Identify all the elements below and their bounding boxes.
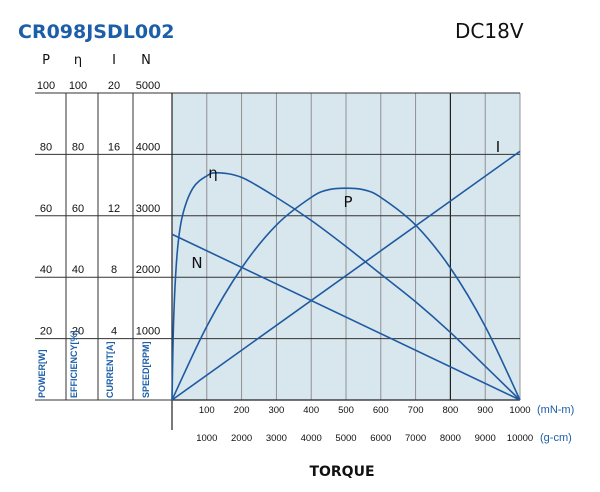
y-tick-label: 8 [111, 264, 117, 276]
y-tick-label: 4000 [136, 141, 160, 153]
series-line-power [171, 187, 521, 401]
x-tick-gcm: 7000 [405, 433, 426, 444]
axis-symbol: I [112, 53, 116, 68]
y-tick-label: 80 [40, 141, 52, 153]
series-line-eta [171, 171, 521, 401]
x-tick-gcm: 2000 [231, 433, 252, 444]
y-tick-label: 100 [37, 80, 55, 92]
axis-unit-label: CURRENT[A] [105, 342, 115, 399]
axis-symbol: η [74, 53, 82, 68]
x-tick-gcm: 3000 [266, 433, 287, 444]
x-tick-gcm: 10000 [507, 433, 533, 444]
y-tick-label: 5000 [136, 80, 160, 92]
series-line-speed [171, 233, 521, 401]
y-tick-label: 3000 [136, 203, 160, 215]
y-tick-label: 2000 [136, 264, 160, 276]
x-tick-mnm: 200 [234, 405, 250, 416]
y-tick-label: 80 [72, 141, 84, 153]
series-label: η [208, 164, 218, 182]
y-tick-label: 12 [108, 203, 120, 215]
series-label: N [191, 254, 202, 272]
model-title: CR098JSDL002 [18, 21, 175, 43]
grid [35, 92, 521, 430]
series-label: P [343, 193, 352, 211]
axis-symbol: P [42, 53, 50, 68]
x-tick-mnm: 500 [338, 405, 354, 416]
y-tick-label: 16 [108, 141, 120, 153]
axis-unit-label: POWER[W] [37, 350, 47, 399]
x-tick-mnm: 700 [408, 405, 424, 416]
x-tick-gcm: 1000 [196, 433, 217, 444]
y-tick-label: 20 [40, 326, 52, 338]
x-tick-mnm: 1000 [509, 405, 530, 416]
x-tick-gcm: 8000 [440, 433, 461, 444]
axis-symbol: N [141, 53, 151, 68]
x-tick-mnm: 800 [442, 405, 458, 416]
x-axis-ticks: 100 200 300 400 500 600 700 800 900 1000 1000 2000 3… [196, 405, 533, 444]
y-tick-label: 4 [111, 326, 117, 338]
x-tick-mnm: 900 [477, 405, 493, 416]
y-tick-label: 40 [72, 264, 84, 276]
x-tick-mnm: 600 [373, 405, 389, 416]
x-tick-gcm: 4000 [301, 433, 322, 444]
y-tick-label: 40 [40, 264, 52, 276]
curves: η P I N [171, 138, 521, 401]
x-tick-gcm: 5000 [335, 433, 356, 444]
axis-unit-label: EFFICIENCY[%] [69, 330, 79, 398]
y-tick-label: 100 [69, 80, 87, 92]
y-tick-label: 20 [108, 80, 120, 92]
x-unit-mnm: (mN-m) [537, 404, 574, 416]
y-tick-label: 20 [72, 326, 84, 338]
y-tick-label: 60 [40, 203, 52, 215]
x-tick-gcm: 6000 [370, 433, 391, 444]
x-tick-mnm: 300 [268, 405, 284, 416]
left-axis-panel: P 20 40 60 80 100 POWER[W] η 20 40 60 80 100 EFFICIEN… [35, 53, 172, 401]
axis-unit-label: SPEED[RPM] [141, 341, 151, 398]
y-tick-label: 60 [72, 203, 84, 215]
voltage-label: DC18V [455, 19, 524, 43]
series-line-current [171, 150, 521, 401]
x-tick-gcm: 9000 [475, 433, 496, 444]
x-tick-mnm: 400 [303, 405, 319, 416]
y-tick-label: 1000 [136, 326, 160, 338]
x-axis-label: TORQUE [309, 464, 374, 480]
x-unit-gcm: (g-cm) [540, 432, 572, 444]
x-tick-mnm: 100 [199, 405, 215, 416]
series-label: I [496, 138, 500, 156]
